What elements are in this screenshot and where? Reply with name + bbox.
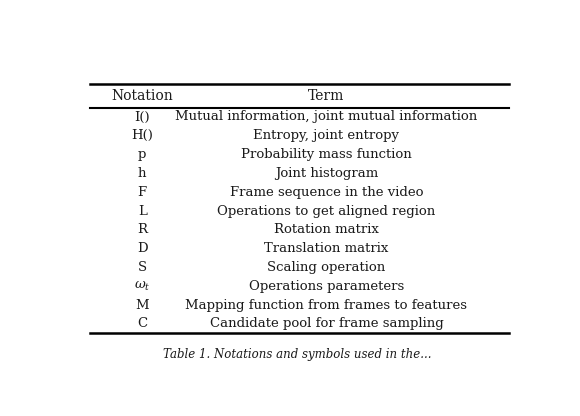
Text: Term: Term (309, 89, 345, 103)
Text: Operations to get aligned region: Operations to get aligned region (218, 205, 436, 218)
Text: Entropy, joint entropy: Entropy, joint entropy (253, 129, 400, 142)
Text: $\omega_t$: $\omega_t$ (134, 280, 150, 293)
Text: Table 1. Notations and symbols used in the...: Table 1. Notations and symbols used in t… (163, 348, 432, 361)
Text: L: L (137, 205, 147, 218)
Text: Mapping function from frames to features: Mapping function from frames to features (186, 299, 467, 312)
Text: H(): H() (131, 129, 153, 142)
Text: C: C (137, 317, 147, 330)
Text: M: M (135, 299, 149, 312)
Text: S: S (137, 261, 147, 274)
Text: h: h (138, 167, 146, 180)
Text: Probability mass function: Probability mass function (241, 148, 412, 161)
Text: I(): I() (135, 111, 150, 124)
Text: Scaling operation: Scaling operation (267, 261, 386, 274)
Text: Notation: Notation (111, 89, 173, 103)
Text: Translation matrix: Translation matrix (264, 242, 389, 255)
Text: Frame sequence in the video: Frame sequence in the video (230, 186, 423, 199)
Text: Mutual information, joint mutual information: Mutual information, joint mutual informa… (175, 111, 477, 124)
Text: Joint histogram: Joint histogram (275, 167, 378, 180)
Text: F: F (137, 186, 147, 199)
Text: R: R (137, 223, 147, 236)
Text: D: D (137, 242, 147, 255)
Text: p: p (138, 148, 146, 161)
Text: Candidate pool for frame sampling: Candidate pool for frame sampling (209, 317, 443, 330)
Text: Operations parameters: Operations parameters (249, 280, 404, 293)
Text: Rotation matrix: Rotation matrix (274, 223, 379, 236)
